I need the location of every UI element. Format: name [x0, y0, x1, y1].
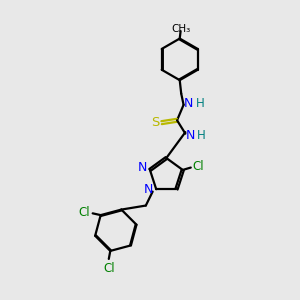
Text: N: N: [144, 183, 154, 196]
Text: H: H: [196, 97, 204, 110]
Text: CH₃: CH₃: [172, 24, 191, 34]
Text: N: N: [138, 161, 147, 174]
Text: Cl: Cl: [192, 160, 204, 173]
Text: N: N: [186, 129, 195, 142]
Text: Cl: Cl: [103, 262, 115, 275]
Text: S: S: [151, 116, 159, 129]
Text: N: N: [184, 97, 194, 110]
Text: Cl: Cl: [79, 206, 90, 219]
Text: H: H: [197, 129, 206, 142]
